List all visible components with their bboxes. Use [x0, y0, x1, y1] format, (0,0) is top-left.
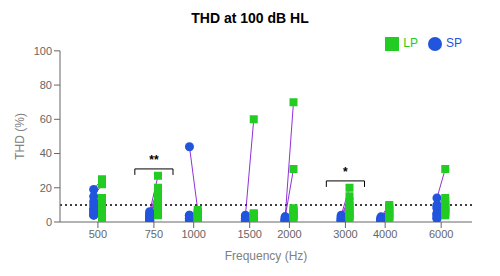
svg-text:6000: 6000	[429, 228, 453, 240]
svg-text:100: 100	[34, 45, 52, 57]
svg-text:*: *	[343, 165, 348, 179]
svg-text:1500: 1500	[237, 228, 261, 240]
svg-text:80: 80	[40, 79, 52, 91]
svg-text:40: 40	[40, 147, 52, 159]
svg-text:Frequency (Hz): Frequency (Hz)	[225, 249, 308, 263]
svg-text:750: 750	[145, 228, 163, 240]
svg-text:500: 500	[89, 228, 107, 240]
svg-text:20: 20	[40, 182, 52, 194]
svg-text:0: 0	[46, 216, 52, 228]
html-text:SP: SP	[446, 36, 462, 50]
svg-text:2000: 2000	[277, 228, 301, 240]
svg-text:**: **	[149, 153, 159, 167]
svg-text:THD (%): THD (%)	[13, 113, 27, 160]
svg-text:4000: 4000	[373, 228, 397, 240]
svg-text:3000: 3000	[333, 228, 357, 240]
svg-text:1000: 1000	[181, 228, 205, 240]
html-text:LP: LP	[403, 36, 418, 50]
svg-text:60: 60	[40, 113, 52, 125]
html-text:THD at 100 dB HL: THD at 100 dB HL	[191, 10, 309, 26]
